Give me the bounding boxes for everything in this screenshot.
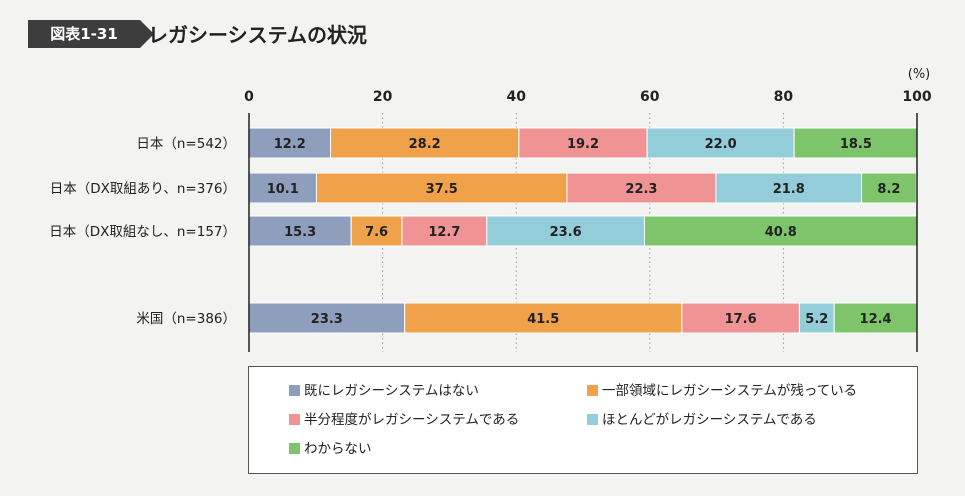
legend-swatch — [289, 443, 300, 454]
bar-value-label: 5.2 — [805, 312, 828, 327]
bar-value-label: 19.2 — [567, 137, 599, 152]
bar-value-label: 17.6 — [725, 312, 757, 327]
bar-value-label: 10.1 — [267, 182, 299, 197]
legend-item: 一部領域にレガシーシステムが残っている — [587, 382, 857, 400]
bar-value-label: 7.6 — [365, 225, 388, 240]
figure-tag-shape — [28, 20, 154, 48]
legend-item: 既にレガシーシステムはない — [289, 382, 479, 400]
bar-value-label: 22.3 — [625, 182, 657, 197]
bar-segment — [646, 127, 795, 159]
bar-value-label: 12.2 — [274, 137, 306, 152]
bar-value-label: 23.3 — [311, 312, 343, 327]
x-tick-label: 60 — [640, 89, 660, 105]
x-tick-label: 80 — [774, 89, 794, 105]
legend-swatch — [587, 385, 598, 396]
bar-segment — [248, 172, 317, 204]
bar-segment — [566, 172, 717, 204]
bar-segment — [643, 215, 918, 247]
legend-label: わからない — [304, 441, 372, 457]
legend-item: わからない — [289, 440, 372, 458]
bar-value-label: 12.4 — [860, 312, 892, 327]
bar-segment — [315, 172, 568, 204]
bar-value-label: 12.7 — [428, 225, 460, 240]
category-label: 日本（n=542） — [136, 136, 236, 152]
chart-area: (%) 0 20 40 60 80 100 12.2 28.2 19.2 22.0 18.5 日本（n=… — [49, 67, 932, 352]
legend-item: 半分程度がレガシーシステムである — [289, 411, 519, 429]
legend-label: 半分程度がレガシーシステムである — [304, 412, 520, 428]
bar-segment — [681, 302, 800, 334]
bar-segment — [793, 127, 919, 159]
legend-label: ほとんどがレガシーシステムである — [602, 412, 817, 428]
bar-segment — [404, 302, 683, 334]
bar-segment — [518, 127, 648, 159]
chart-title: レガシーシステムの状況 — [148, 23, 367, 47]
bar-segment — [350, 215, 403, 247]
bar-value-label: 22.0 — [705, 137, 737, 152]
figure-tag-label: 図表1-31 — [50, 25, 118, 43]
bar-value-label: 28.2 — [409, 137, 441, 152]
bar-segment — [248, 215, 352, 247]
legend-label: 一部領域にレガシーシステムが残っている — [602, 383, 858, 399]
bar-value-label: 21.8 — [773, 182, 805, 197]
bar-value-label: 15.3 — [284, 225, 316, 240]
bar-value-label: 40.8 — [765, 225, 797, 240]
bar-value-label: 23.6 — [550, 225, 582, 240]
x-tick-label: 0 — [244, 89, 254, 105]
category-label: 日本（DX取組なし、n=157） — [49, 224, 236, 240]
bar-value-label: 37.5 — [426, 182, 458, 197]
legend-swatch — [289, 385, 300, 396]
category-label: 日本（DX取組あり、n=376） — [50, 181, 236, 197]
x-tick-label: 40 — [506, 89, 526, 105]
legend: 既にレガシーシステムはない 一部領域にレガシーシステムが残っている半分程度がレガシ… — [248, 366, 918, 474]
bar-segment — [861, 172, 917, 204]
bar-segment — [798, 302, 835, 334]
x-tick-label: 20 — [373, 89, 393, 105]
legend-swatch — [289, 414, 300, 425]
bar-segment — [329, 127, 520, 159]
bar-segment — [486, 215, 645, 247]
figure-tag: 図表1-31 — [28, 20, 154, 48]
bar-value-label: 41.5 — [527, 312, 559, 327]
legend-item: ほとんどがレガシーシステムである — [587, 411, 817, 429]
axis-unit-label: (%) — [908, 67, 931, 82]
bar-value-label: 18.5 — [840, 137, 872, 152]
category-label: 米国（n=386） — [136, 311, 236, 327]
legend-swatch — [587, 414, 598, 425]
bar-value-label: 8.2 — [877, 182, 900, 197]
legend-label: 既にレガシーシステムはない — [304, 383, 479, 399]
bar-segment — [248, 302, 406, 334]
x-tick-label: 100 — [902, 89, 931, 105]
